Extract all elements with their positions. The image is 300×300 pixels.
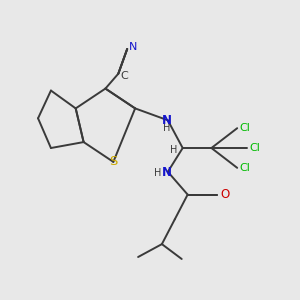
Text: N: N	[162, 114, 172, 127]
Text: N: N	[129, 42, 138, 52]
Text: C: C	[120, 71, 128, 81]
Text: Cl: Cl	[239, 163, 250, 173]
Text: Cl: Cl	[249, 143, 260, 153]
Text: O: O	[220, 188, 230, 201]
Text: S: S	[109, 155, 118, 168]
Text: H: H	[154, 168, 162, 178]
Text: Cl: Cl	[239, 123, 250, 133]
Text: H: H	[170, 145, 178, 155]
Text: H: H	[163, 123, 170, 133]
Text: N: N	[162, 166, 172, 179]
